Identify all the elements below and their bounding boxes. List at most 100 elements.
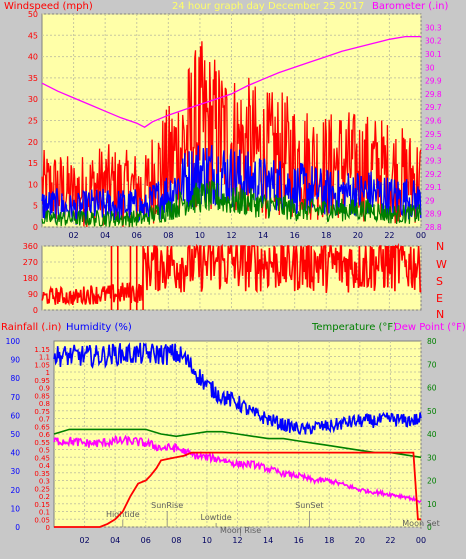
rain-x-tick-label: 10 [202, 536, 212, 545]
rainfall-tick-label: 0.9 [39, 385, 50, 393]
rainfall-tick-label: 0.6 [39, 431, 51, 439]
windspeed-tick-label: 25 [28, 117, 38, 126]
humidity-tick-label: 10 [10, 504, 20, 513]
temperature-tick-label: 50 [427, 407, 437, 416]
rainfall-tick-label: 1.05 [34, 361, 50, 369]
rain-x-tick-label: 08 [171, 536, 181, 545]
rainfall-axis-title: Rainfall (.in) [1, 322, 62, 333]
humidity-tick-label: 40 [10, 449, 20, 458]
windspeed-x-tick-label: 18 [321, 231, 331, 240]
rainfall-tick-label: 0.5 [39, 447, 50, 455]
temperature-tick-label: 80 [427, 337, 437, 346]
humidity-tick-label: 0 [15, 523, 20, 532]
rainfall-tick-label: 0.75 [34, 408, 50, 416]
temperature-axis-title: Temperature (°F) [311, 322, 397, 333]
humidity-tick-label: 80 [10, 374, 20, 383]
wind-direction-tick-label: 270 [23, 258, 38, 267]
temperature-tick-label: 20 [427, 477, 437, 486]
temperature-tick-label: 30 [427, 453, 437, 462]
event-marker-label: Moon Rise [220, 526, 261, 535]
barometer-tick-label: 29.4 [425, 143, 442, 152]
barometer-tick-label: 29.9 [425, 77, 442, 86]
rain-x-tick-label: 14 [263, 536, 273, 545]
humidity-tick-label: 90 [10, 356, 20, 365]
rain-x-tick-label: 00 [416, 536, 426, 545]
barometer-axis-title: Barometer (.in) [372, 1, 448, 12]
windspeed-x-tick-label: 14 [258, 231, 268, 240]
barometer-tick-label: 29.3 [425, 156, 442, 165]
rainfall-tick-label: 0.85 [34, 392, 50, 400]
windspeed-x-tick-label: 22 [384, 231, 394, 240]
temperature-tick-label: 0 [427, 523, 432, 532]
temperature-tick-label: 70 [427, 360, 437, 369]
windspeed-tick-label: 45 [28, 31, 38, 40]
windspeed-x-tick-label: 12 [226, 231, 236, 240]
rainfall-tick-label: 0.95 [34, 377, 50, 385]
wind-direction-tick-label: 90 [28, 290, 38, 299]
windspeed-x-tick-label: 02 [68, 231, 78, 240]
barometer-tick-label: 29.5 [425, 130, 442, 139]
windspeed-x-tick-label: 10 [195, 231, 205, 240]
windspeed-x-tick-label: 04 [100, 231, 110, 240]
rainfall-tick-label: 0.15 [34, 501, 50, 509]
rainfall-tick-label: 0.35 [34, 470, 50, 478]
humidity-tick-label: 100 [6, 337, 21, 346]
direction-label-s: S [436, 275, 443, 288]
event-marker-label: Moon Set [402, 519, 439, 528]
rainfall-tick-label: 0.65 [34, 423, 50, 431]
event-marker-label: SunSet [295, 501, 323, 510]
rainfall-tick-label: 0.25 [34, 485, 50, 493]
rain-x-tick-label: 20 [355, 536, 365, 545]
wind-average-line [41, 144, 422, 225]
rainfall-tick-label: 1 [46, 369, 50, 377]
rainfall-tick-label: 0.7 [39, 416, 50, 424]
temperature-tick-label: 10 [427, 500, 437, 509]
rain-x-tick-label: 12 [232, 536, 242, 545]
wind-gust-line [41, 41, 422, 228]
rainfall-tick-label: 0.8 [39, 400, 50, 408]
rain-x-tick-label: 04 [110, 536, 120, 545]
dewpoint-axis-title: Dew Point (°F) [394, 322, 466, 333]
rainfall-line [54, 451, 421, 528]
humidity-tick-label: 70 [10, 393, 20, 402]
temperature-tick-label: 40 [427, 430, 437, 439]
rainfall-tick-label: 0.05 [34, 516, 50, 524]
rain-x-tick-label: 06 [141, 536, 151, 545]
windspeed-x-tick-label: 20 [353, 231, 363, 240]
temperature-tick-label: 60 [427, 384, 437, 393]
windspeed-x-tick-label: 06 [132, 231, 142, 240]
windspeed-tick-label: 10 [28, 180, 38, 189]
rainfall-tick-label: 0.55 [34, 439, 50, 447]
rainfall-tick-label: 0.45 [34, 454, 50, 462]
windspeed-tick-label: 20 [28, 138, 38, 147]
barometer-tick-label: 29 [425, 196, 435, 205]
barometer-tick-label: 28.8 [425, 223, 442, 232]
barometer-tick-label: 30.2 [425, 37, 442, 46]
windspeed-tick-label: 35 [28, 74, 38, 83]
rainfall-tick-label: 0.3 [39, 478, 50, 486]
direction-label-n-bottom: N [436, 308, 444, 321]
wind-direction-tick-label: 360 [23, 242, 38, 251]
windspeed-x-tick-label: 16 [290, 231, 300, 240]
windspeed-tick-label: 30 [28, 95, 38, 104]
windspeed-barometer-panel: 0 5 10 15 20 25 30 35 40 45 50 28.8 28.9 29 29.1 29.2 29… [28, 10, 442, 240]
rainfall-tick-label: 0.1 [39, 509, 50, 517]
event-marker-label: SunRise [151, 501, 183, 510]
rainfall-tick-label: 0.2 [39, 493, 50, 501]
rain-x-tick-label: 18 [324, 536, 334, 545]
barometer-tick-label: 30 [425, 63, 435, 72]
windspeed-x-tick-label: 08 [163, 231, 173, 240]
barometer-tick-label: 28.9 [425, 210, 442, 219]
wind-low-line [41, 179, 422, 227]
humidity-tick-label: 20 [10, 486, 20, 495]
barometer-tick-label: 29.8 [425, 90, 442, 99]
barometer-tick-label: 29.2 [425, 170, 442, 179]
windspeed-tick-label: 50 [28, 10, 38, 19]
barometer-tick-label: 29.6 [425, 117, 442, 126]
rainfall-tick-label: 1.1 [39, 354, 50, 362]
barometer-line [41, 35, 421, 128]
barometer-tick-label: 30.1 [425, 50, 442, 59]
event-marker-label: Hightide [106, 510, 140, 519]
